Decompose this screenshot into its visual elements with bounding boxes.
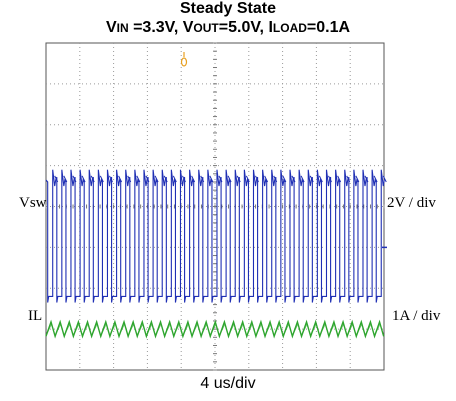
vsw-channel-label: Vsw [19,195,47,211]
vsw-ringing-line [54,175,387,183]
vout-prefix: V [182,19,194,36]
time-base-label: 4 us/div [200,375,256,392]
vin-prefix: V [105,19,117,36]
vout-sub: OUT [193,21,219,35]
il-scale-label: 1A / div [392,308,441,324]
il-series-noise [46,323,381,335]
vsw-series-line [45,169,385,303]
iload-sub: LOAD [272,21,307,35]
chart-subtitle: VIN =3.3V, VOUT=5.0V, ILOAD=0.1A [0,19,456,37]
il-channel-label: IL [28,308,43,324]
trigger-marker-icon [180,57,188,67]
vsw-scale-label: 2V / div [387,195,436,211]
iload-prefix: I [268,19,273,36]
chart-title: Steady State [179,0,277,17]
vin-sub: IN [116,21,129,35]
vin-value: =3.3V, [128,19,183,36]
iload-value: =0.1A [306,19,351,36]
vout-value: =5.0V, [218,19,269,36]
